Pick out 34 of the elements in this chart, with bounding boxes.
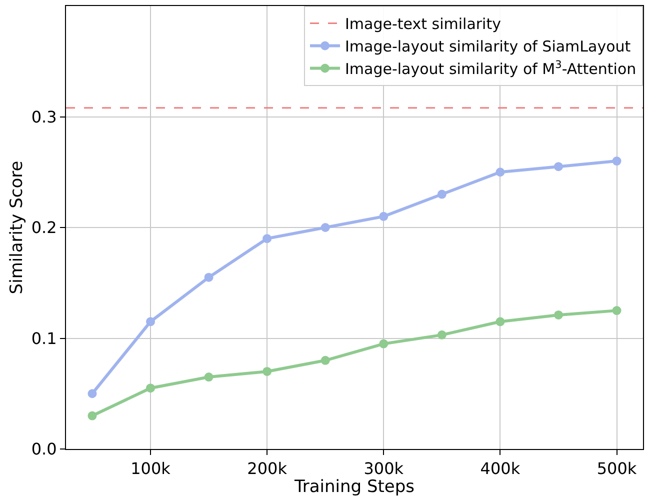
point <box>146 317 156 326</box>
point <box>612 156 622 166</box>
legend-label: Image-text similarity <box>345 15 502 34</box>
x-axis-title: Training Steps <box>293 477 415 497</box>
point <box>88 389 97 398</box>
point <box>437 330 446 340</box>
point <box>496 317 505 326</box>
point <box>204 372 214 382</box>
point <box>496 168 505 177</box>
point <box>146 384 156 393</box>
x-tick-label: 300k <box>364 459 404 478</box>
y-tick-label: 0.2 <box>31 218 57 238</box>
point <box>554 162 563 172</box>
x-tick-label: 500k <box>596 459 638 478</box>
point <box>437 190 446 199</box>
point <box>262 366 272 376</box>
x-tick-label: 200k <box>247 459 288 478</box>
point <box>379 339 388 348</box>
y-axis-title: Similarity Score <box>6 160 27 294</box>
point <box>379 212 388 221</box>
legend-label: Image-layout similarity of M$^{3}$-Attention <box>345 58 636 78</box>
point <box>554 310 563 320</box>
legend-label: Image-layout similarity of SiamLayout <box>345 38 631 56</box>
point <box>320 356 330 365</box>
point <box>262 234 272 244</box>
y-tick-label: 0.3 <box>31 107 57 126</box>
x-tick-label: 100k <box>130 459 172 478</box>
point <box>612 306 622 316</box>
point <box>88 411 97 420</box>
x-tick-label: 400k <box>480 459 521 478</box>
y-tick-label: 0.1 <box>31 328 57 348</box>
point <box>320 223 330 232</box>
point <box>204 272 214 282</box>
y-tick-label: 0.0 <box>31 440 57 459</box>
